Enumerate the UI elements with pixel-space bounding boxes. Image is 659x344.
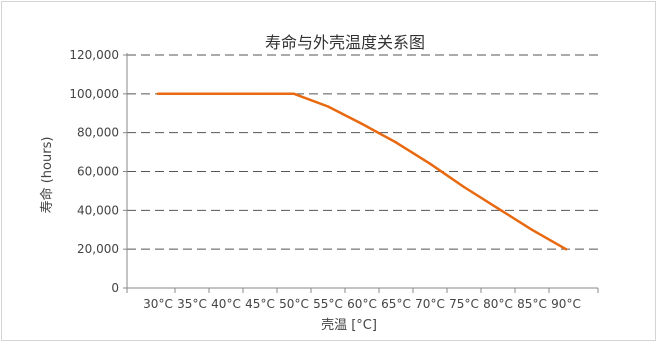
y-tick-label: 0 bbox=[111, 281, 119, 295]
y-tick-label: 60,000 bbox=[77, 165, 119, 179]
x-tick-label: 80°C bbox=[483, 297, 513, 311]
x-tick-label: 60°C bbox=[347, 297, 377, 311]
y-ticks: 0 20,000 40,000 60,000 80,000 100,000 120,000 bbox=[69, 48, 127, 295]
chart-title: 寿命与外壳温度关系图 bbox=[265, 33, 425, 52]
x-tick-label: 35°C bbox=[177, 297, 207, 311]
gridlines bbox=[127, 54, 598, 250]
x-tick-label: 55°C bbox=[313, 297, 343, 311]
x-tick-label: 75°C bbox=[449, 297, 479, 311]
data-point bbox=[258, 92, 262, 96]
axes bbox=[126, 53, 598, 289]
y-tick-label: 40,000 bbox=[77, 203, 119, 217]
data-point bbox=[496, 207, 500, 210]
x-ticks: 30°C 35°C 40°C 45°C 50°C 55°C 60°C 65°C 70°C 75°C… bbox=[126, 288, 599, 311]
x-tick-label: 30°C bbox=[143, 297, 173, 311]
x-axis-label: 壳温 [°C] bbox=[321, 318, 377, 333]
y-axis-label: 寿命 (hours) bbox=[39, 137, 55, 214]
data-point bbox=[224, 92, 228, 96]
x-tick-label: 70°C bbox=[415, 297, 445, 311]
data-point bbox=[156, 92, 160, 96]
data-point bbox=[360, 122, 364, 126]
y-tick-label: 120,000 bbox=[69, 48, 119, 62]
x-tick-label: 85°C bbox=[517, 297, 547, 311]
x-tick-label: 90°C bbox=[551, 297, 581, 311]
data-point bbox=[394, 141, 398, 144]
x-tick-label: 40°C bbox=[211, 297, 241, 311]
data-point bbox=[530, 228, 534, 231]
x-tick-label: 50°C bbox=[279, 297, 309, 311]
data-point bbox=[462, 185, 466, 189]
y-tick-label: 20,000 bbox=[77, 242, 119, 256]
data-point bbox=[564, 247, 568, 251]
series-layer bbox=[156, 92, 568, 251]
data-point bbox=[428, 162, 432, 165]
x-tick-label: 65°C bbox=[381, 297, 411, 311]
data-point bbox=[190, 92, 194, 96]
data-point bbox=[292, 92, 296, 96]
data-point bbox=[326, 105, 330, 108]
x-tick-label: 45°C bbox=[245, 297, 275, 311]
y-tick-label: 100,000 bbox=[69, 87, 119, 101]
y-tick-label: 80,000 bbox=[77, 126, 119, 140]
